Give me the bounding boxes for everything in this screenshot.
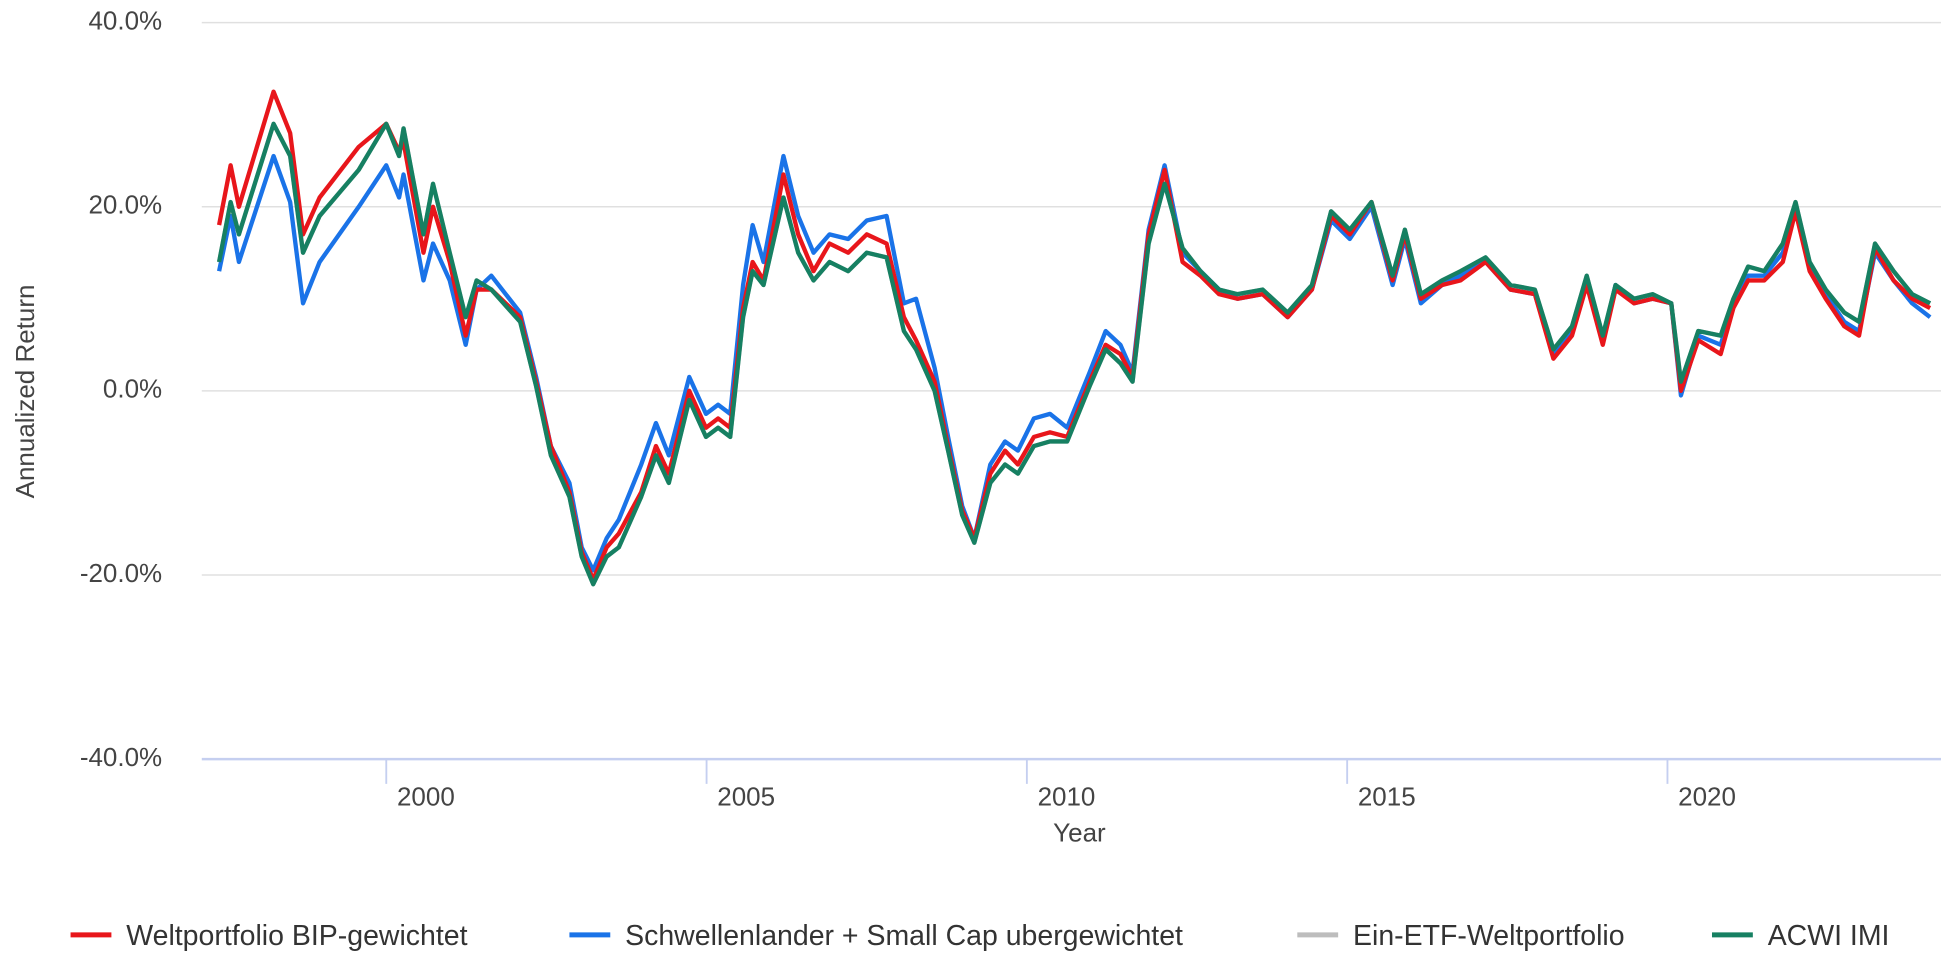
series-line [216, 121, 1932, 587]
x-tick-label: 2015 [1358, 782, 1416, 812]
x-tick-label: 2000 [397, 782, 455, 812]
y-tick-label: 0.0% [103, 374, 162, 404]
x-tick-label: 2010 [1038, 782, 1096, 812]
legend-label: ACWI IMI [1768, 920, 1890, 952]
y-tick-label: 20.0% [88, 190, 162, 220]
x-axis-label: Year [1053, 817, 1106, 847]
y-tick-label: -20.0% [80, 558, 162, 588]
y-tick-label: -40.0% [80, 742, 162, 772]
legend-label: Weltportfolio BIP-gewichtet [126, 920, 467, 952]
y-axis-label: Annualized Return [10, 285, 40, 499]
series-line [216, 89, 1932, 582]
series-line [216, 121, 1932, 587]
y-tick-label: 40.0% [88, 5, 162, 35]
plot-area [216, 89, 1932, 587]
legend-label: Schwellenlander + Small Cap ubergewichte… [625, 920, 1183, 952]
x-tick-label: 2020 [1678, 782, 1736, 812]
series-line [216, 153, 1932, 573]
legend-label: Ein-ETF-Weltportfolio [1353, 920, 1625, 952]
x-tick-label: 2005 [717, 782, 775, 812]
